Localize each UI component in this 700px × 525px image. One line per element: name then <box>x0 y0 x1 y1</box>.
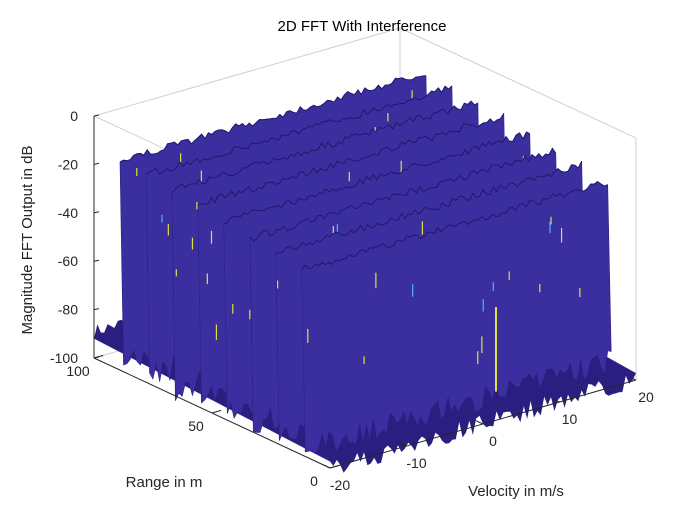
x-tick-label: -10 <box>406 455 426 471</box>
z-tick-label: 0 <box>70 108 78 124</box>
ridge-crest <box>223 131 531 224</box>
z-tick-label: -100 <box>50 350 78 366</box>
z-tick-label: -40 <box>58 205 78 221</box>
ridge-crest <box>197 113 505 205</box>
box-edge <box>399 27 637 139</box>
box-edge <box>93 27 401 117</box>
ridge-crest <box>119 75 427 163</box>
ridge-crest <box>171 100 479 194</box>
x-tick-mark <box>475 420 484 425</box>
x-tick-label: 0 <box>489 433 497 449</box>
y-tick-mark <box>329 464 340 469</box>
z-tick-mark <box>93 259 100 262</box>
x-tick-mark <box>628 376 637 381</box>
ridge-crest <box>249 147 557 242</box>
y-tick-mark <box>211 409 222 414</box>
x-tick-label: 10 <box>562 411 578 427</box>
y-tick-label: 50 <box>188 418 204 434</box>
chart-title: 2D FFT With Interference <box>278 18 447 35</box>
ridge-crest <box>145 85 453 175</box>
ridge-crest <box>275 160 583 255</box>
y-tick-label: 0 <box>310 473 318 489</box>
z-tick-label: -20 <box>58 156 78 172</box>
y-tick-label: 100 <box>66 363 90 379</box>
x-tick-mark <box>552 398 560 403</box>
surface-plot <box>94 75 636 473</box>
z-tick-label: -60 <box>58 253 78 269</box>
y-axis-label: Range in m <box>126 474 203 491</box>
x-tick-label: 20 <box>638 389 654 405</box>
ridge-crest <box>301 180 608 270</box>
z-tick-mark <box>93 162 100 165</box>
z-tick-label: -80 <box>58 302 78 318</box>
x-axis-label: Velocity in m/s <box>468 483 564 500</box>
x-tick-mark <box>322 464 331 469</box>
z-tick-mark <box>93 356 100 359</box>
z-axis-label: Magnitude FFT Output in dB <box>19 146 36 335</box>
x-tick-label: -20 <box>330 477 350 493</box>
z-tick-mark <box>93 308 100 311</box>
z-tick-mark <box>93 114 100 117</box>
x-tick-mark <box>399 442 407 447</box>
z-tick-mark <box>93 211 100 214</box>
